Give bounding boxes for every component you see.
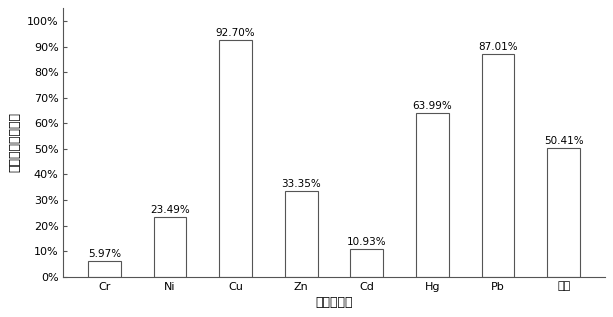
Bar [88,262,121,277]
X-axis label: 重金属种类: 重金属种类 [315,296,352,309]
Bar [416,113,449,277]
Text: 92.70%: 92.70% [216,28,256,38]
Bar [285,191,318,277]
Text: 10.93%: 10.93% [347,237,387,247]
Bar [219,40,252,277]
Text: 23.49%: 23.49% [150,204,190,215]
Bar [547,148,580,277]
Y-axis label: 重金属浸出降低率: 重金属浸出降低率 [9,113,21,172]
Text: 33.35%: 33.35% [281,179,321,189]
Text: 50.41%: 50.41% [544,136,584,146]
Text: 87.01%: 87.01% [478,42,518,52]
Bar [154,217,186,277]
Text: 5.97%: 5.97% [88,249,121,259]
Bar [351,249,383,277]
Text: 63.99%: 63.99% [413,101,452,111]
Bar [482,54,514,277]
